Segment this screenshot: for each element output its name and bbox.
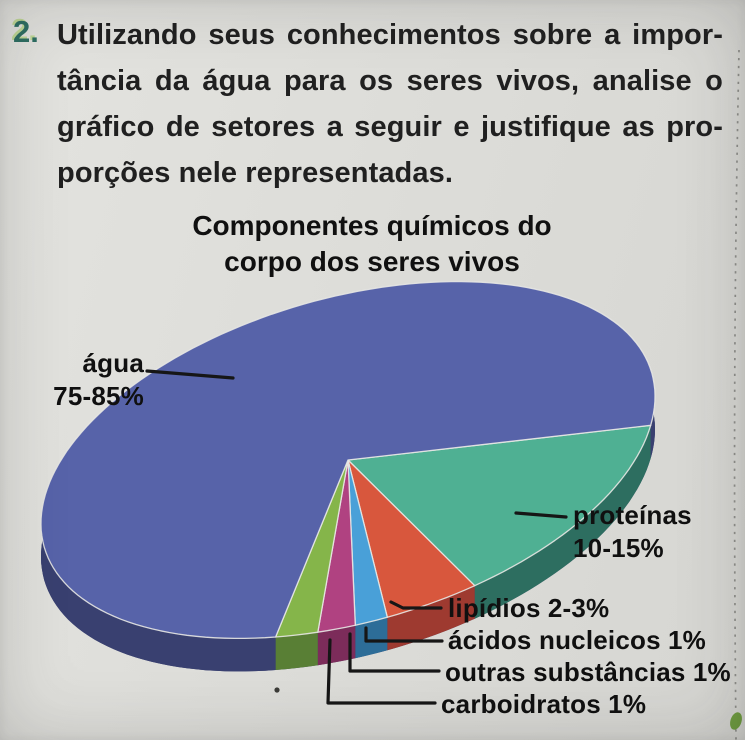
label-acidos-value: 1% [668, 625, 706, 655]
chart-title-line-2: corpo dos seres vivos [224, 246, 520, 277]
label-outras-value: 1% [692, 657, 731, 687]
pie-side-lipidios [387, 585, 475, 651]
leader-lines [145, 369, 568, 705]
green-ink-mark [730, 712, 742, 730]
pie-side-carboidratos [275, 632, 318, 670]
label-agua: água 75-85% [53, 347, 144, 413]
pie-slice-proteinas [347, 424, 652, 587]
chart-title: Componentes químicos do corpo dos seres … [137, 208, 607, 280]
stray-dot [274, 687, 280, 693]
chart-title-line-1: Componentes químicos do [192, 210, 552, 241]
pie-side-outras-substancias [317, 625, 356, 666]
question-text: Utilizando seus conhecimentos sobre a im… [57, 12, 723, 196]
pie-side-acidos-nucleicos [355, 617, 388, 659]
pie-slice-agua [40, 280, 656, 640]
question-line-2: tância da água para os seres vivos, anal… [57, 65, 723, 97]
page-edge-dotted-line [733, 49, 740, 740]
label-proteinas-value: 10-15% [573, 533, 664, 563]
leader-line-proteinas [514, 511, 568, 519]
label-proteinas: proteínas 10-15% [573, 499, 692, 565]
question-line-3: gráfico de setores a seguir e justifique… [57, 111, 723, 143]
question-line-1: Utilizando seus conhecimentos sobre a im… [57, 19, 723, 51]
label-proteinas-name: proteínas [573, 500, 692, 530]
leader-line-acidos-nucleicos [364, 626, 444, 643]
label-carboidratos-value: 1% [608, 689, 647, 719]
pie-side-proteinas [474, 425, 651, 619]
label-carboidratos-name: carboidratos [441, 689, 601, 719]
label-carboidratos: carboidratos 1% [441, 688, 646, 721]
leader-line-carboidratos [326, 638, 437, 705]
leader-line-agua [145, 369, 235, 380]
label-lipidios-name: lipídios [448, 593, 541, 623]
leader-line-outras-substancias [348, 632, 441, 673]
pie-slice-lipidios [347, 459, 476, 618]
label-lipidios-value: 2-3% [547, 593, 610, 623]
label-lipidios: lipídios 2-3% [448, 592, 609, 625]
leader-line-lipidios [389, 600, 443, 610]
label-outras-name: outras substâncias [445, 657, 686, 687]
pie-chart [40, 280, 656, 672]
label-outras-substancias: outras substâncias 1% [445, 656, 731, 689]
label-acidos-name: ácidos nucleicos [448, 625, 661, 655]
label-agua-value: 75-85% [53, 381, 144, 411]
label-agua-name: água [82, 348, 144, 378]
label-acidos-nucleicos: ácidos nucleicos 1% [448, 624, 706, 657]
question-line-4: porções nele representadas. [57, 157, 453, 189]
question-number: 2. [13, 14, 39, 49]
